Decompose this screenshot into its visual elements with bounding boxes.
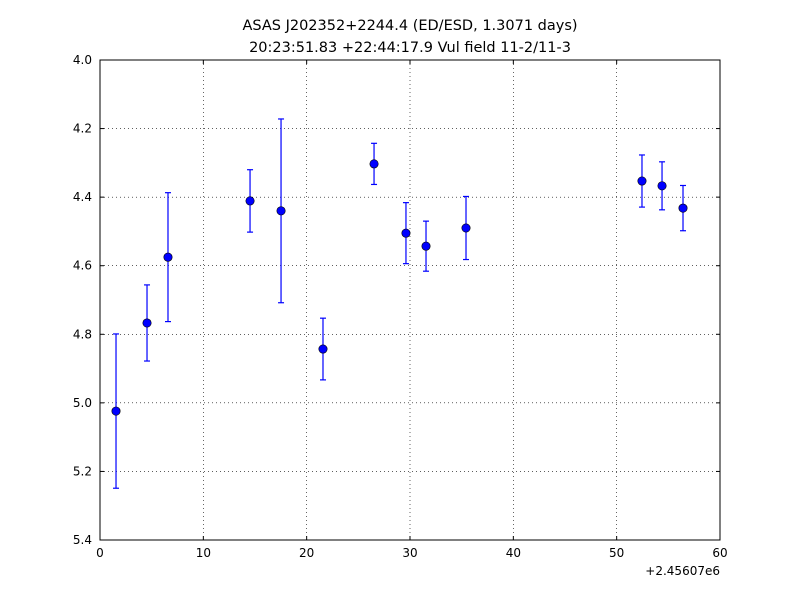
y-tick-label: 5.0 [73,396,92,410]
y-tick-label: 4.2 [73,122,92,136]
data-point [421,241,431,251]
y-tick-label: 5.4 [73,533,92,547]
x-offset-label: +2.45607e6 [645,564,720,578]
x-tick-label: 0 [96,546,104,560]
data-point [678,203,688,213]
x-tick-label: 40 [506,546,521,560]
data-point [163,252,173,262]
x-tick-label: 30 [402,546,417,560]
x-tick-label: 10 [196,546,211,560]
data-point [401,228,411,238]
x-tick-label: 20 [299,546,314,560]
y-tick-label: 5.2 [73,464,92,478]
chart-title: ASAS J202352+2244.4 (ED/ESD, 1.3071 days… [242,18,577,34]
data-point [111,406,121,416]
data-point [318,344,328,354]
data-point [657,181,667,191]
y-tick-label: 4.0 [73,53,92,67]
y-tick-label: 4.6 [73,259,92,273]
data-point [142,318,152,328]
data-point [637,176,647,186]
data-point [369,159,379,169]
chart-subtitle: 20:23:51.83 +22:44:17.9 Vul field 11-2/1… [249,40,571,56]
y-tick-label: 4.4 [73,190,92,204]
x-tick-label: 60 [712,546,727,560]
x-tick-label: 50 [609,546,624,560]
y-tick-label: 4.8 [73,327,92,341]
data-point [245,196,255,206]
plot-frame [99,59,721,541]
data-point [276,206,286,216]
data-point [461,223,471,233]
